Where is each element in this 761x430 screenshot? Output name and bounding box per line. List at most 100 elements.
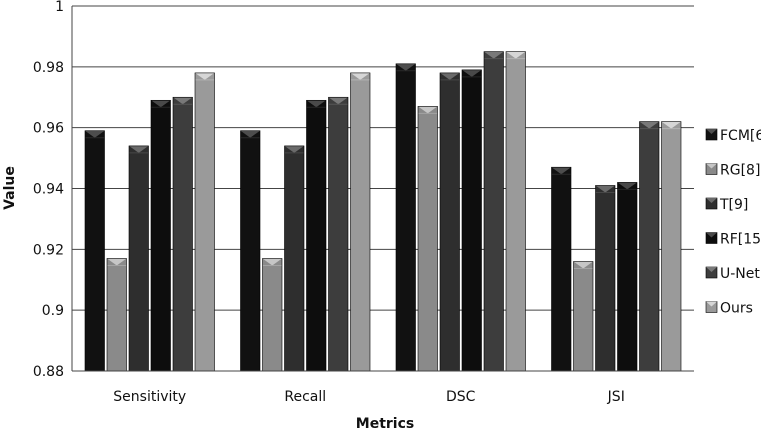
- bar: [350, 72, 371, 372]
- bar: [328, 96, 349, 372]
- x-axis-title: Metrics: [356, 416, 414, 430]
- bar-cap: [661, 121, 681, 129]
- bar-body: [440, 72, 460, 372]
- legend-label: Ours: [720, 301, 753, 317]
- bar: [551, 166, 572, 372]
- bar-cap: [418, 106, 438, 114]
- x-tick-label: Recall: [284, 389, 326, 405]
- bar-cap: [129, 145, 149, 153]
- legend-item: Ours: [705, 301, 753, 317]
- bar-cap: [440, 72, 460, 80]
- legend-swatch-cap: [706, 198, 717, 203]
- bar-cap: [639, 121, 659, 129]
- legend: FCM[6] RG[8] T[9] RF[15] U-Net[17] Ours: [705, 128, 761, 317]
- bar-cap: [595, 185, 615, 193]
- legend-item: U-Net[17]: [705, 266, 761, 282]
- bar: [573, 261, 594, 372]
- bar-body: [462, 69, 482, 371]
- bar-body: [484, 51, 504, 371]
- bar: [84, 130, 105, 372]
- bar-body: [129, 145, 149, 371]
- bar-cap: [306, 100, 326, 108]
- bar-body: [306, 100, 326, 372]
- y-tick-label: 0.92: [33, 242, 64, 258]
- bar-cap: [462, 69, 482, 77]
- bar-cap: [484, 51, 504, 59]
- y-tick-label: 0.98: [33, 60, 64, 76]
- y-axis-title: Value: [2, 166, 18, 210]
- bar: [194, 72, 215, 372]
- legend-label: T[9]: [719, 197, 748, 213]
- bar-body: [151, 100, 171, 372]
- axes: 0.88 0.9 0.92 0.94 0.96 0.98 1 Sensitivity Recal…: [33, 0, 694, 405]
- bar: [505, 51, 526, 372]
- bar-cap: [551, 167, 571, 175]
- bar-body: [173, 97, 193, 371]
- bar-body: [107, 258, 127, 371]
- bar: [639, 121, 660, 372]
- bar: [240, 130, 261, 372]
- bar-cap: [262, 258, 282, 266]
- bar-cap: [85, 130, 105, 138]
- bar: [395, 63, 416, 372]
- bar-cap: [350, 72, 370, 80]
- bar-cap: [617, 182, 637, 190]
- legend-label: U-Net[17]: [720, 266, 761, 282]
- legend-item: T[9]: [705, 197, 748, 213]
- bar-cap: [573, 261, 593, 269]
- legend-label: RG[8]: [720, 163, 760, 179]
- bar: [172, 96, 193, 372]
- legend-swatch-cap: [706, 163, 717, 169]
- bar: [661, 121, 682, 372]
- bar: [284, 145, 305, 372]
- bar: [483, 51, 504, 372]
- bar-body: [85, 130, 105, 371]
- x-tick-label: Sensitivity: [113, 389, 186, 405]
- legend-swatch-cap: [706, 232, 717, 238]
- legend-item: RG[8]: [705, 163, 760, 179]
- x-tick-label: DSC: [446, 389, 476, 405]
- legend-label: RF[15]: [720, 232, 761, 248]
- bar-body: [418, 106, 438, 371]
- bar-body: [551, 167, 571, 371]
- bar-cap: [173, 97, 193, 105]
- bar-body: [573, 261, 593, 371]
- bar-cap: [506, 51, 526, 59]
- bar-cap: [151, 100, 171, 108]
- bar-body: [617, 182, 637, 371]
- bar-body: [328, 97, 348, 371]
- bar: [106, 258, 127, 372]
- bar-body: [284, 145, 304, 371]
- legend-item: RF[15]: [705, 232, 761, 248]
- legend-swatch-cap: [706, 301, 717, 307]
- y-tick-label: 0.9: [42, 303, 64, 319]
- bar-body: [262, 258, 282, 371]
- bar: [461, 69, 482, 372]
- y-tick-label: 0.88: [33, 364, 64, 380]
- bar: [417, 106, 438, 372]
- bar-body: [396, 63, 416, 372]
- bar-cap: [107, 258, 127, 266]
- bar-cap: [195, 72, 215, 80]
- bar-body: [595, 185, 615, 371]
- bar: [439, 72, 460, 372]
- bar-body: [240, 130, 260, 371]
- legend-swatch-cap: [706, 129, 717, 134]
- bar-cap: [328, 97, 348, 105]
- bar: [595, 185, 616, 372]
- bar-body: [506, 51, 526, 371]
- legend-swatch-cap: [706, 267, 717, 272]
- bar-body: [661, 121, 681, 371]
- bar: [617, 182, 638, 372]
- bars: [84, 51, 682, 372]
- legend-label: FCM[6]: [720, 128, 761, 144]
- bar: [150, 99, 171, 372]
- bar-body: [639, 121, 659, 371]
- bar-body: [195, 72, 215, 372]
- bar-cap: [396, 63, 416, 71]
- legend-item: FCM[6]: [705, 128, 761, 144]
- x-tick-label: JSI: [607, 389, 625, 405]
- bar-cap: [240, 130, 260, 138]
